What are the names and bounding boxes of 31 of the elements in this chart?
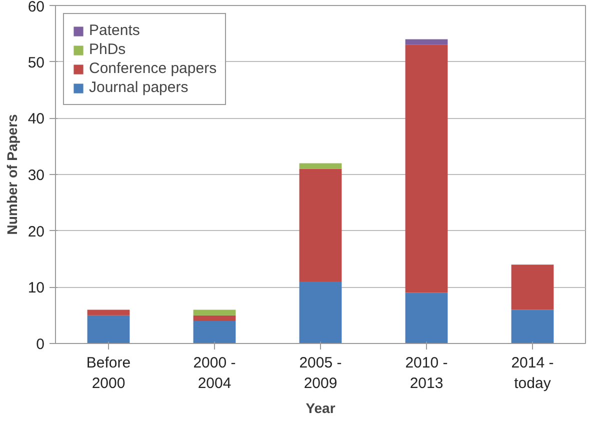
y-tick-label: 0 xyxy=(36,336,44,353)
x-tick-label: Before 2000 xyxy=(86,354,131,392)
bar xyxy=(299,282,342,344)
bar xyxy=(193,320,236,344)
bar xyxy=(405,292,448,344)
bar xyxy=(193,310,236,316)
legend-label: PhDs xyxy=(89,41,126,58)
x-tick-label: 2005 - 2009 xyxy=(299,354,342,392)
legend-label: Journal papers xyxy=(89,79,188,96)
bar xyxy=(299,168,342,282)
bar xyxy=(87,315,130,344)
legend-label: Conference papers xyxy=(89,60,217,77)
bar xyxy=(405,39,448,45)
x-axis-title: Year xyxy=(306,400,336,416)
y-tick-label: 10 xyxy=(28,280,45,297)
bar xyxy=(405,44,448,293)
x-tick-label: 2014 - today xyxy=(511,354,554,392)
bar xyxy=(193,315,236,321)
y-tick-label: 50 xyxy=(28,54,45,72)
y-tick-label: 20 xyxy=(28,223,45,240)
y-tick-label: 40 xyxy=(28,110,45,128)
bar xyxy=(511,264,554,310)
bar xyxy=(87,310,130,316)
y-axis-title: Number of Papers xyxy=(4,114,20,235)
x-tick-label: 2000 - 2004 xyxy=(193,354,236,392)
x-tick-label: 2010 - 2013 xyxy=(405,354,448,392)
y-tick-label: 30 xyxy=(28,167,45,184)
legend-label: Patents xyxy=(89,22,140,39)
bar xyxy=(299,163,342,169)
y-tick-label: 60 xyxy=(28,0,45,16)
bar xyxy=(511,310,554,344)
